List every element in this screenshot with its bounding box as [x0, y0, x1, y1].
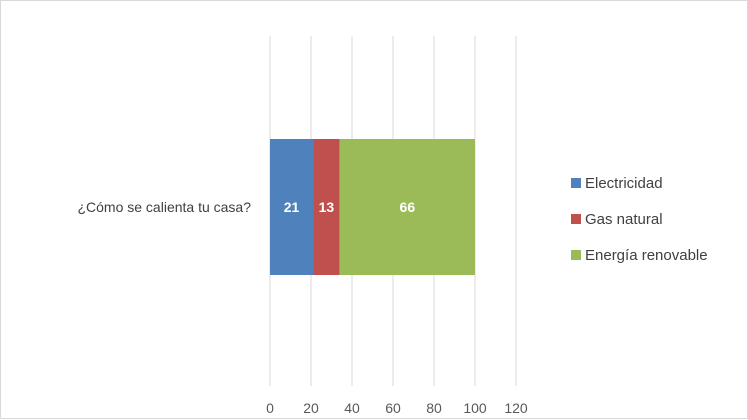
x-tick-label: 0: [266, 400, 274, 416]
legend: Electricidad Gas natural Energía renovable: [571, 175, 708, 264]
legend-swatch: [571, 250, 581, 260]
data-label: 21: [284, 199, 300, 215]
x-tick-label: 120: [504, 400, 528, 416]
x-tick-label: 80: [426, 400, 442, 416]
axes: 0 20 40 60 80 100 120 ¿Cómo se calienta tu casa…: [77, 199, 527, 416]
category-label: ¿Cómo se calienta tu casa?: [77, 199, 251, 215]
data-labels: 21 13 66: [284, 199, 416, 215]
x-tick-label: 20: [303, 400, 319, 416]
bar-segment: [270, 139, 314, 275]
legend-label: Gas natural: [585, 211, 663, 228]
x-tick-label: 60: [385, 400, 401, 416]
data-label: 13: [319, 199, 335, 215]
bars: [270, 139, 475, 275]
bar-segment: [339, 139, 475, 275]
bar-segment: [313, 139, 340, 275]
legend-swatch: [571, 178, 581, 188]
legend-label: Energía renovable: [585, 247, 708, 264]
legend-swatch: [571, 214, 581, 224]
legend-label: Electricidad: [585, 175, 663, 192]
x-tick-label: 40: [344, 400, 360, 416]
x-tick-label: 100: [463, 400, 487, 416]
data-label: 66: [400, 199, 416, 215]
